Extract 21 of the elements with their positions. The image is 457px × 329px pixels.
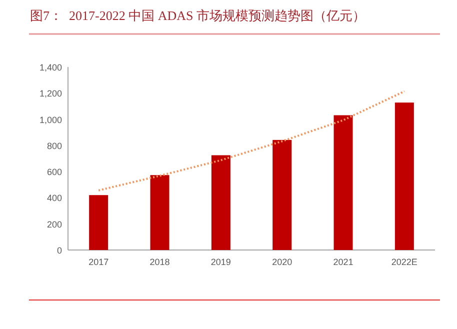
y-tick-label: 1,400 (39, 62, 62, 72)
y-tick-label: 200 (46, 219, 62, 230)
x-tick-label: 2020 (272, 257, 292, 267)
y-tick-label: 1,000 (39, 114, 62, 125)
y-tick-label: 600 (46, 167, 62, 178)
chart-title: 图7： 2017-2022 中国 ADAS 市场规模预测趋势图（亿元） (30, 8, 366, 23)
x-tick-label: 2022E (391, 257, 418, 267)
bar (89, 195, 108, 250)
y-tick-label: 1,200 (39, 88, 62, 99)
bar (150, 175, 170, 250)
y-tick-label: 400 (46, 193, 62, 204)
bar (394, 102, 414, 250)
bar (334, 115, 353, 250)
y-tick-label: 0 (56, 246, 62, 256)
x-tick-label: 2018 (150, 257, 170, 267)
x-tick-label: 2019 (210, 257, 231, 267)
bar (211, 155, 230, 250)
x-tick-label: 2017 (88, 257, 109, 267)
bar (272, 140, 292, 250)
y-tick-label: 800 (46, 140, 62, 151)
x-tick-label: 2021 (333, 257, 354, 267)
